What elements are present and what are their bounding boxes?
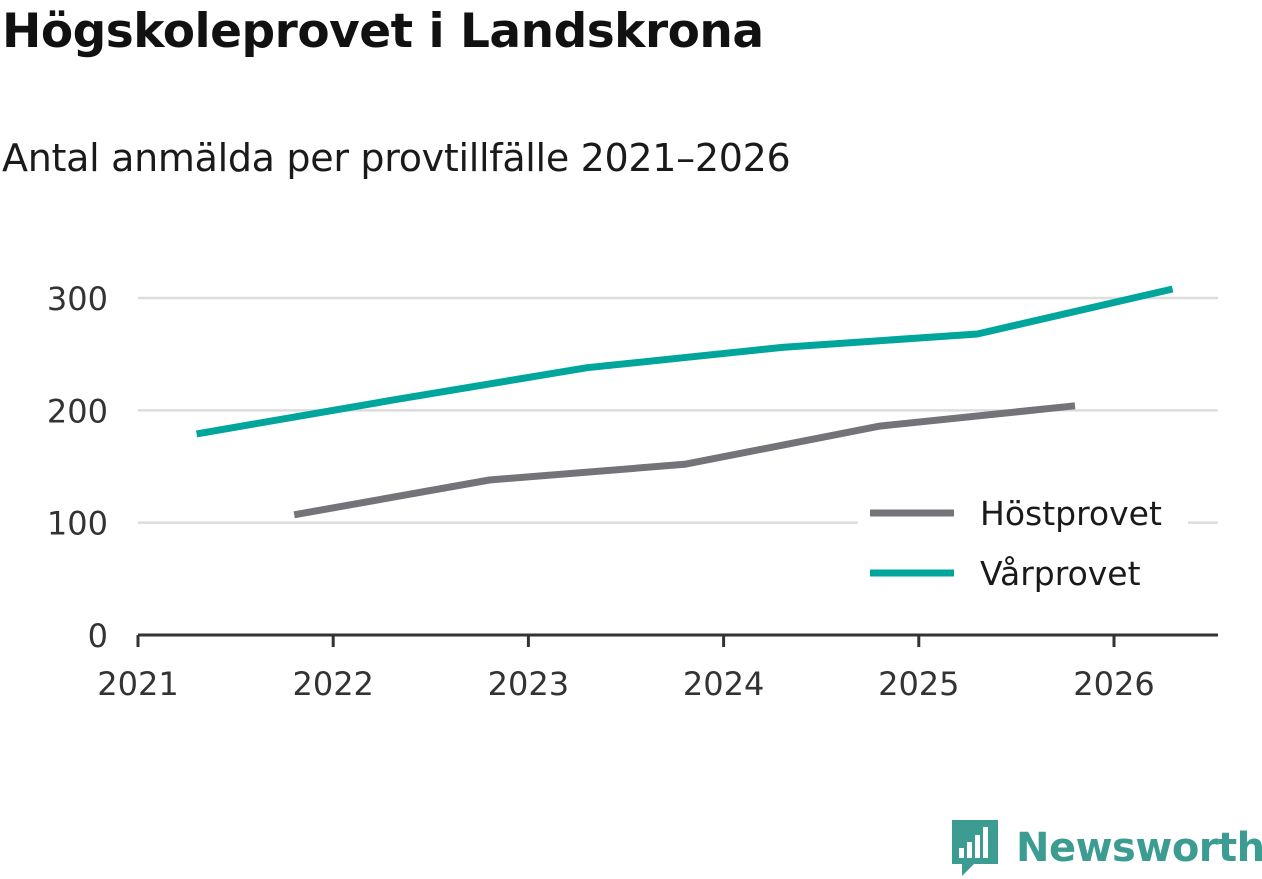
y-axis-tick-labels: 0 100 200 300	[47, 280, 108, 655]
newsworthy-logo: Newsworthy	[950, 818, 1262, 878]
x-tick-label-2022: 2022	[292, 665, 373, 703]
legend-label-1: Höstprovet	[980, 494, 1162, 533]
brand-name: Newsworthy	[1016, 825, 1262, 871]
y-tick-label-200: 200	[47, 392, 108, 430]
series-line-2	[196, 285, 1174, 438]
chart-subtitle: Antal anmälda per provtillfälle 2021–202…	[2, 136, 791, 180]
legend: Höstprovet Vårprovet	[858, 488, 1188, 606]
chart-title: Högskoleprovet i Landskrona	[2, 4, 764, 59]
x-tick-label-2021: 2021	[97, 665, 178, 703]
y-tick-label-300: 300	[47, 280, 108, 318]
x-tick-label-2025: 2025	[878, 665, 959, 703]
y-tick-label-100: 100	[47, 505, 108, 543]
legend-background	[858, 488, 1188, 606]
x-tick-label-2026: 2026	[1073, 665, 1154, 703]
x-axis: 2021 2022 2023 2024 2025 2026	[97, 633, 1218, 703]
series-line-1	[293, 402, 1076, 519]
legend-label-2: Vårprovet	[980, 554, 1141, 593]
series-lines	[196, 285, 1174, 519]
y-tick-label-0: 0	[88, 617, 108, 655]
x-tick-label-2024: 2024	[683, 665, 764, 703]
x-tick-label-2023: 2023	[488, 665, 569, 703]
bar-chart-speech-bubble-icon	[952, 820, 998, 876]
